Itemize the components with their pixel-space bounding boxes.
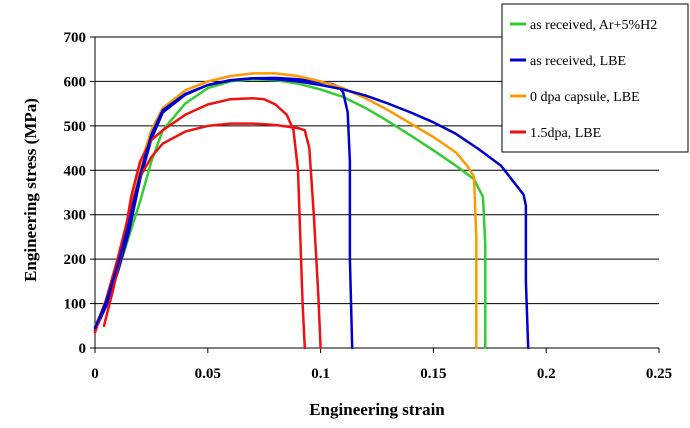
series-line-0 xyxy=(93,77,487,350)
y-tick-label-0: 0 xyxy=(79,341,87,357)
legend-label-3: 1.5dpa, LBE xyxy=(530,126,601,141)
legend-label-1: as received, LBE xyxy=(530,54,626,69)
series-line-4 xyxy=(102,97,307,350)
x-tick-label-1: 0.05 xyxy=(195,366,221,382)
x-tick-label-0: 0 xyxy=(91,366,99,382)
y-tick-label-6: 600 xyxy=(64,74,87,90)
x-tick-label-5: 0.25 xyxy=(646,366,672,382)
legend-label-2: 0 dpa capsule, LBE xyxy=(530,90,640,105)
y-tick-label-7: 700 xyxy=(64,30,87,46)
y-tick-label-5: 500 xyxy=(64,119,87,135)
gridlines xyxy=(95,36,659,305)
legend-label-0: as received, Ar+5%H2 xyxy=(530,18,657,33)
tick-labels: 0 100 200 300 400 500 600 700 0 0.05 0.1 0.15 0.2 0.2… xyxy=(64,30,673,382)
x-tick-label-2: 0.1 xyxy=(311,366,330,382)
y-tick-label-3: 300 xyxy=(64,208,87,224)
axes xyxy=(90,36,660,353)
x-tick-label-4: 0.2 xyxy=(537,366,556,382)
series-line-2 xyxy=(93,72,478,350)
legend-box xyxy=(501,3,689,153)
y-axis-title: Engineering stress (MPa) xyxy=(21,98,40,282)
x-axis-title: Engineering strain xyxy=(309,400,445,419)
y-tick-label-2: 200 xyxy=(64,252,87,268)
y-tick-label-4: 400 xyxy=(64,163,87,179)
y-tick-label-1: 100 xyxy=(64,297,87,313)
legend: as received, Ar+5%H2 as received, LBE 0 dp… xyxy=(501,3,689,153)
x-tick-label-3: 0.15 xyxy=(420,366,446,382)
series-line-5 xyxy=(93,77,530,350)
data-series xyxy=(93,72,530,350)
